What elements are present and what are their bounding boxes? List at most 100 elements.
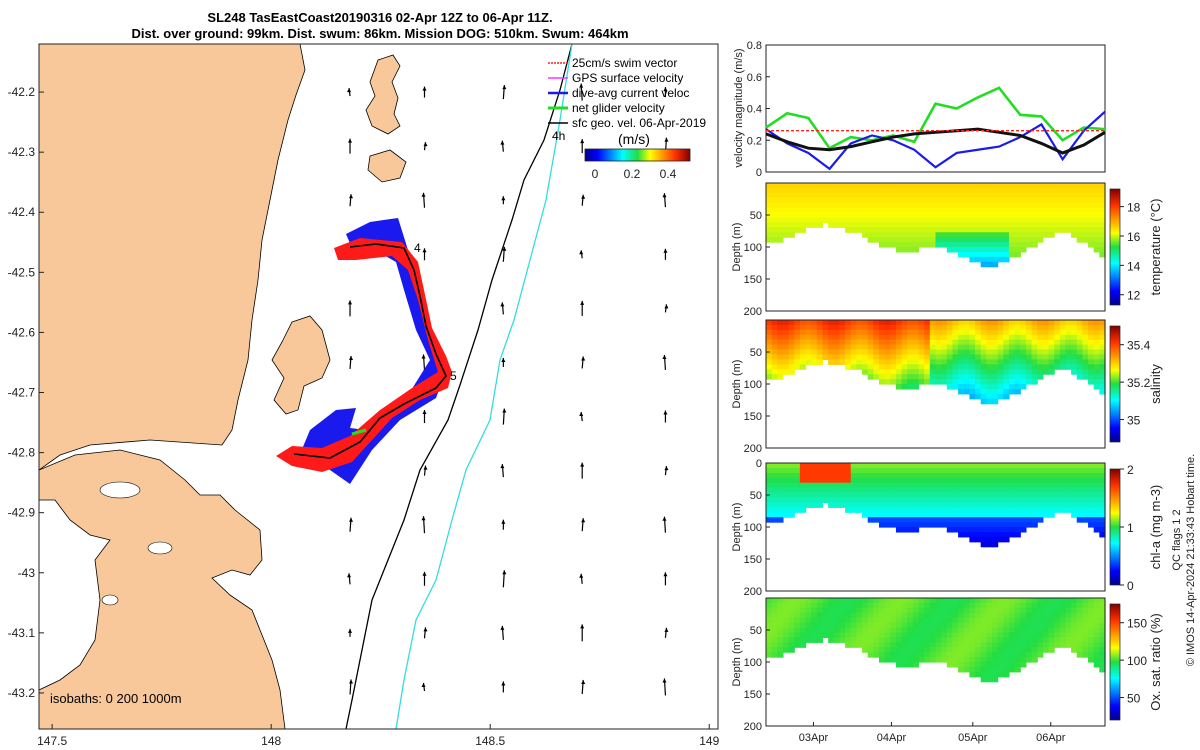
section-cell [822,482,829,489]
section-cell [946,320,954,326]
section-cell [946,324,954,331]
section-cell [822,217,829,223]
section-cell [963,612,970,619]
section-cell [845,632,852,638]
section-cell [952,247,959,253]
section-cell [963,374,970,380]
colorbar-tick-label: 16 [1127,230,1141,244]
section-cell [1025,212,1033,219]
section-cell [992,527,999,533]
section-cell [901,507,908,513]
section-cell [1054,617,1061,624]
section-cell [907,512,914,518]
section-cell [963,517,970,523]
section-cell [1065,502,1072,508]
section-cell [992,251,999,258]
section-cell [782,487,790,494]
section-cell [1003,598,1010,604]
section-cell [912,522,920,528]
section-cell [828,602,835,609]
section-cell [811,617,818,624]
section-cell [924,334,931,341]
section-cell [794,222,801,228]
section-cell [958,344,965,351]
section-cell [890,222,897,228]
section-cell [1099,497,1106,503]
section-cell [952,598,959,604]
section-cell [799,349,807,356]
section-cell [912,222,920,228]
section-cell [1093,507,1100,513]
section-cell [766,602,773,609]
section-cell [992,398,999,405]
section-cell [867,487,874,494]
section-cell [879,334,886,341]
section-cell [777,212,784,219]
section-cell [992,242,999,248]
section-cell [1065,477,1072,484]
section-cell [1076,622,1083,629]
section-cell [980,522,987,528]
section-cell [901,472,908,479]
section-cell [850,502,857,508]
section-cell [935,183,942,189]
section-cell [975,187,982,194]
section-cell [918,657,925,663]
section-cell [839,192,846,199]
section-cell [1099,242,1106,248]
section-cell [969,320,976,326]
section-cell [890,339,897,346]
section-cell [895,522,903,528]
section-cell [1008,374,1016,380]
section-cell [918,217,925,223]
time-x-tick-label: 04Apr [877,732,907,744]
section-cell [963,487,970,494]
section-cell [952,334,959,341]
section-cell [1076,202,1083,209]
section-cell [782,463,790,469]
section-cell [771,517,778,523]
section-cell [1082,329,1089,336]
section-cell [1003,507,1010,513]
section-cell [1059,637,1067,643]
section-cell [782,632,790,638]
section-cell [1093,467,1100,474]
section-cell [901,522,908,528]
section-cell [805,344,812,351]
section-cell [975,527,982,533]
section-cell [867,497,874,503]
section-cell [1042,197,1050,204]
section-cell [907,652,914,658]
section-cell [828,202,835,209]
section-cell [1071,492,1078,499]
section-cell [879,227,886,233]
section-cell [969,497,976,503]
section-cell [799,642,807,648]
section-cell [895,349,903,356]
section-cell [839,612,846,619]
section-cell [1014,472,1021,479]
section-cell [1031,517,1038,523]
section-cell [1059,487,1067,494]
section-cell [1082,612,1089,619]
velocity-frame [765,44,1106,173]
section-cell [771,237,778,243]
section-cell [907,622,914,629]
section-cell [1065,183,1072,189]
section-cell [1003,502,1010,508]
section-cell [1082,187,1089,194]
section-cell [958,339,965,346]
section-cell [782,187,790,194]
section-cell [879,652,886,658]
section-cell [879,320,886,326]
section-cell [1054,324,1061,331]
velocity-y-tick-label: 0.4 [747,104,762,116]
section-cell [1020,647,1027,653]
section-cell [901,237,908,243]
section-cell [879,187,886,194]
section-cell [975,487,982,494]
section-cell [771,334,778,341]
section-cell [777,602,784,609]
section-cell [1014,212,1021,219]
section-cell [833,329,841,336]
